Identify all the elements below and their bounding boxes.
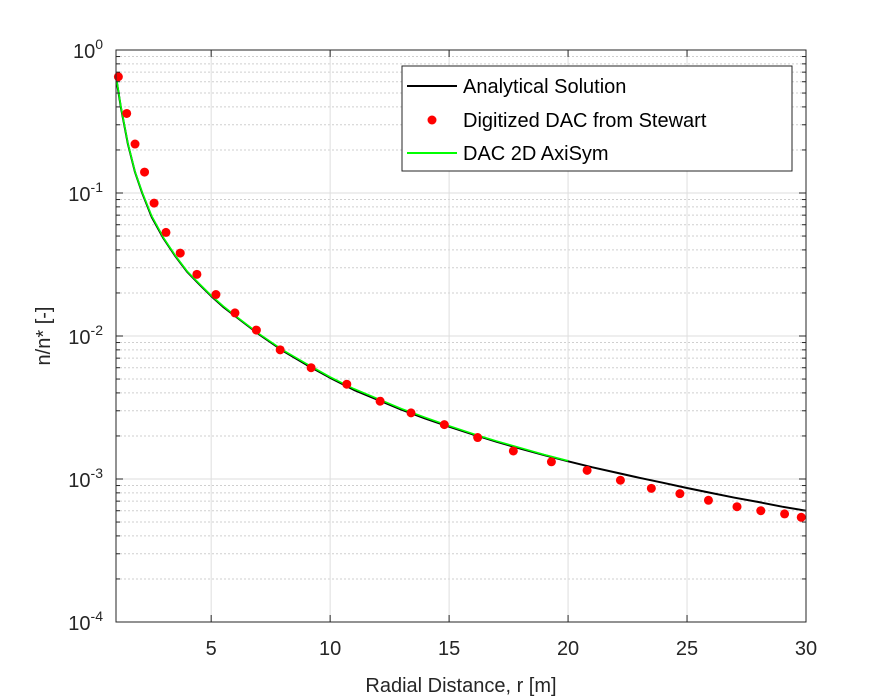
data-point: [130, 139, 140, 149]
legend-label-analytical: Analytical Solution: [463, 76, 626, 98]
data-point: [508, 446, 518, 456]
data-point: [615, 475, 625, 485]
y-tick-label: 10-3: [68, 465, 103, 492]
data-point: [756, 506, 766, 516]
y-tick-label: 100: [73, 36, 103, 63]
data-point: [161, 227, 171, 237]
data-point: [646, 483, 656, 493]
legend: Analytical Solution Digitized DAC from S…: [401, 65, 793, 172]
legend-swatch-digitized: [427, 115, 437, 125]
data-point: [675, 489, 685, 499]
data-point: [122, 108, 132, 118]
data-point: [342, 379, 352, 389]
data-point: [230, 308, 240, 318]
data-point: [113, 72, 123, 82]
data-point: [546, 457, 556, 467]
y-tick-label: 10-1: [68, 179, 103, 206]
data-point: [275, 345, 285, 355]
data-point: [732, 502, 742, 512]
data-point: [780, 509, 790, 519]
x-tick-label: 10: [319, 638, 341, 660]
x-tick-label: 15: [438, 638, 460, 660]
legend-box: [401, 65, 793, 172]
x-tick-label: 30: [795, 638, 817, 660]
x-tick-labels: 5 10 15 20 25 30: [206, 638, 818, 660]
x-tick-label: 5: [206, 638, 217, 660]
x-tick-label: 25: [676, 638, 698, 660]
data-point: [192, 269, 202, 279]
data-point: [149, 198, 159, 208]
y-tick-label: 10-2: [68, 322, 103, 349]
data-point: [703, 495, 713, 505]
legend-label-digitized: Digitized DAC from Stewart: [463, 110, 707, 132]
data-point: [796, 512, 806, 522]
y-tick-labels: 10-4 10-3 10-2 10-1 100: [68, 36, 103, 635]
data-point: [473, 433, 483, 443]
data-point: [582, 465, 592, 475]
series-layer: [113, 72, 807, 522]
y-tick-label: 10-4: [68, 608, 103, 635]
data-point: [406, 408, 416, 418]
tick-marks: [116, 49, 807, 623]
data-point: [211, 290, 221, 300]
x-axis-label: Radial Distance, r [m]: [365, 675, 556, 697]
x-tick-label: 20: [557, 638, 579, 660]
data-point: [140, 167, 150, 177]
data-point: [439, 420, 449, 430]
data-point: [175, 248, 185, 258]
data-point: [375, 396, 385, 406]
data-point: [306, 363, 316, 373]
data-point: [251, 325, 261, 335]
y-axis-label: n/n* [-]: [33, 307, 55, 366]
legend-label-axisym: DAC 2D AxiSym: [463, 143, 609, 165]
